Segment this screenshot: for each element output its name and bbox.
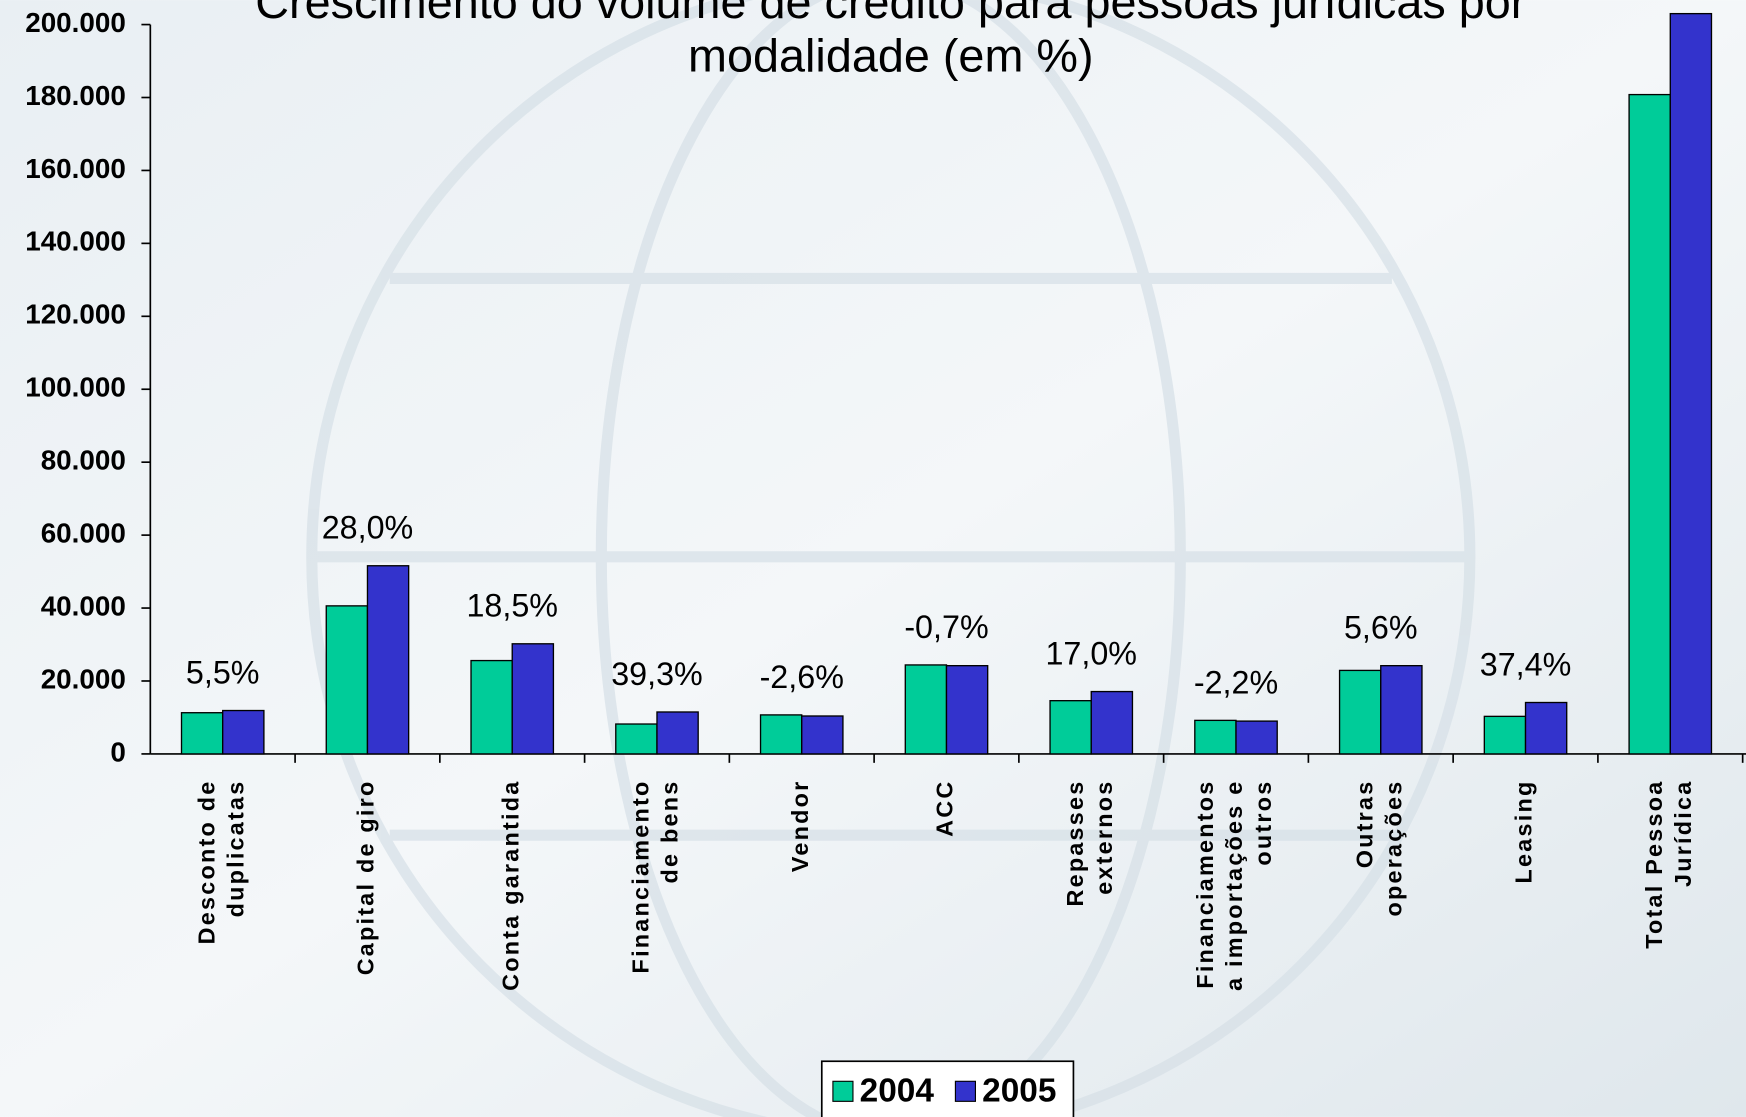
bar <box>470 659 513 755</box>
bar <box>759 714 803 755</box>
bar <box>801 715 844 755</box>
bar <box>511 643 555 755</box>
data-label: 39,3% <box>611 656 703 692</box>
legend-box <box>820 1060 1075 1117</box>
x-tick-label: a importações e <box>1221 780 1247 991</box>
bar <box>615 723 658 755</box>
x-tick-label: duplicatas <box>222 780 248 918</box>
data-label: 37,4% <box>1480 646 1572 682</box>
y-tick-label: 180.000 <box>25 80 126 111</box>
y-tick-label: 100.000 <box>25 372 126 403</box>
legend-label: 2004 <box>860 1072 935 1109</box>
title-box: Crescimento do volume de crédito para pe… <box>255 0 1527 82</box>
x-tick-label: Total Pessoa <box>1641 780 1667 949</box>
y-tick-label: 200.000 <box>25 7 126 38</box>
x-tick-label: Capital de giro <box>353 780 379 976</box>
data-label: -2,6% <box>760 659 844 695</box>
y-tick-label: 160.000 <box>25 153 126 184</box>
y-tick-label: 120.000 <box>25 299 126 330</box>
data-label: 17,0% <box>1045 635 1137 671</box>
y-tick-label: 20.000 <box>41 663 126 694</box>
data-label: 5,6% <box>1344 610 1418 646</box>
legend-swatch <box>954 1080 977 1102</box>
y-tick-label: 80.000 <box>41 445 126 476</box>
y-tick-label: 0 <box>110 736 125 767</box>
chart-title: Crescimento do volume de crédito para pe… <box>255 0 1527 82</box>
bar <box>1194 719 1237 755</box>
x-tick-label: Repasses <box>1062 780 1088 907</box>
x-tick-label: Financiamentos <box>1192 780 1218 989</box>
x-tick-label: de bens <box>657 780 683 884</box>
bar <box>1338 669 1382 755</box>
bar <box>325 605 369 755</box>
x-tick-label: outros <box>1250 780 1276 866</box>
bar <box>1669 12 1713 755</box>
bar <box>180 712 224 755</box>
x-tick-label: Financiamento <box>628 780 654 974</box>
bar <box>1628 93 1671 755</box>
y-tick-label: 140.000 <box>25 226 126 257</box>
x-tick-label: externos <box>1091 780 1117 895</box>
y-tick-label: 40.000 <box>41 590 126 621</box>
data-label: 28,0% <box>322 510 414 546</box>
data-label: -0,7% <box>904 609 988 645</box>
x-tick-label: Outras <box>1351 780 1377 869</box>
bar <box>1380 665 1423 755</box>
x-tick-label: Conta garantida <box>497 780 523 991</box>
bar <box>1483 715 1527 755</box>
x-tick-label: Leasing <box>1511 780 1537 884</box>
bar <box>222 709 265 755</box>
x-tick-label: Desconto de <box>193 780 219 945</box>
x-tick-label: Jurídica <box>1670 780 1696 887</box>
bar <box>656 711 699 755</box>
bar <box>904 664 948 755</box>
data-label: 5,5% <box>186 654 260 690</box>
bar <box>1090 690 1134 755</box>
globe-decoration <box>306 0 1476 1117</box>
legend-swatch <box>832 1080 854 1102</box>
bar <box>1049 700 1092 755</box>
bar <box>945 665 989 755</box>
x-tick-label: ACC <box>932 780 958 837</box>
bar <box>366 565 410 755</box>
x-tick-label: Vendor <box>787 780 813 873</box>
data-label: 18,5% <box>466 588 558 624</box>
y-tick-label: 60.000 <box>41 517 126 548</box>
legend-label: 2005 <box>982 1072 1056 1109</box>
data-label: -2,2% <box>1194 664 1278 700</box>
bar <box>1524 701 1568 755</box>
bar <box>1235 720 1278 755</box>
x-tick-label: operações <box>1380 780 1406 917</box>
